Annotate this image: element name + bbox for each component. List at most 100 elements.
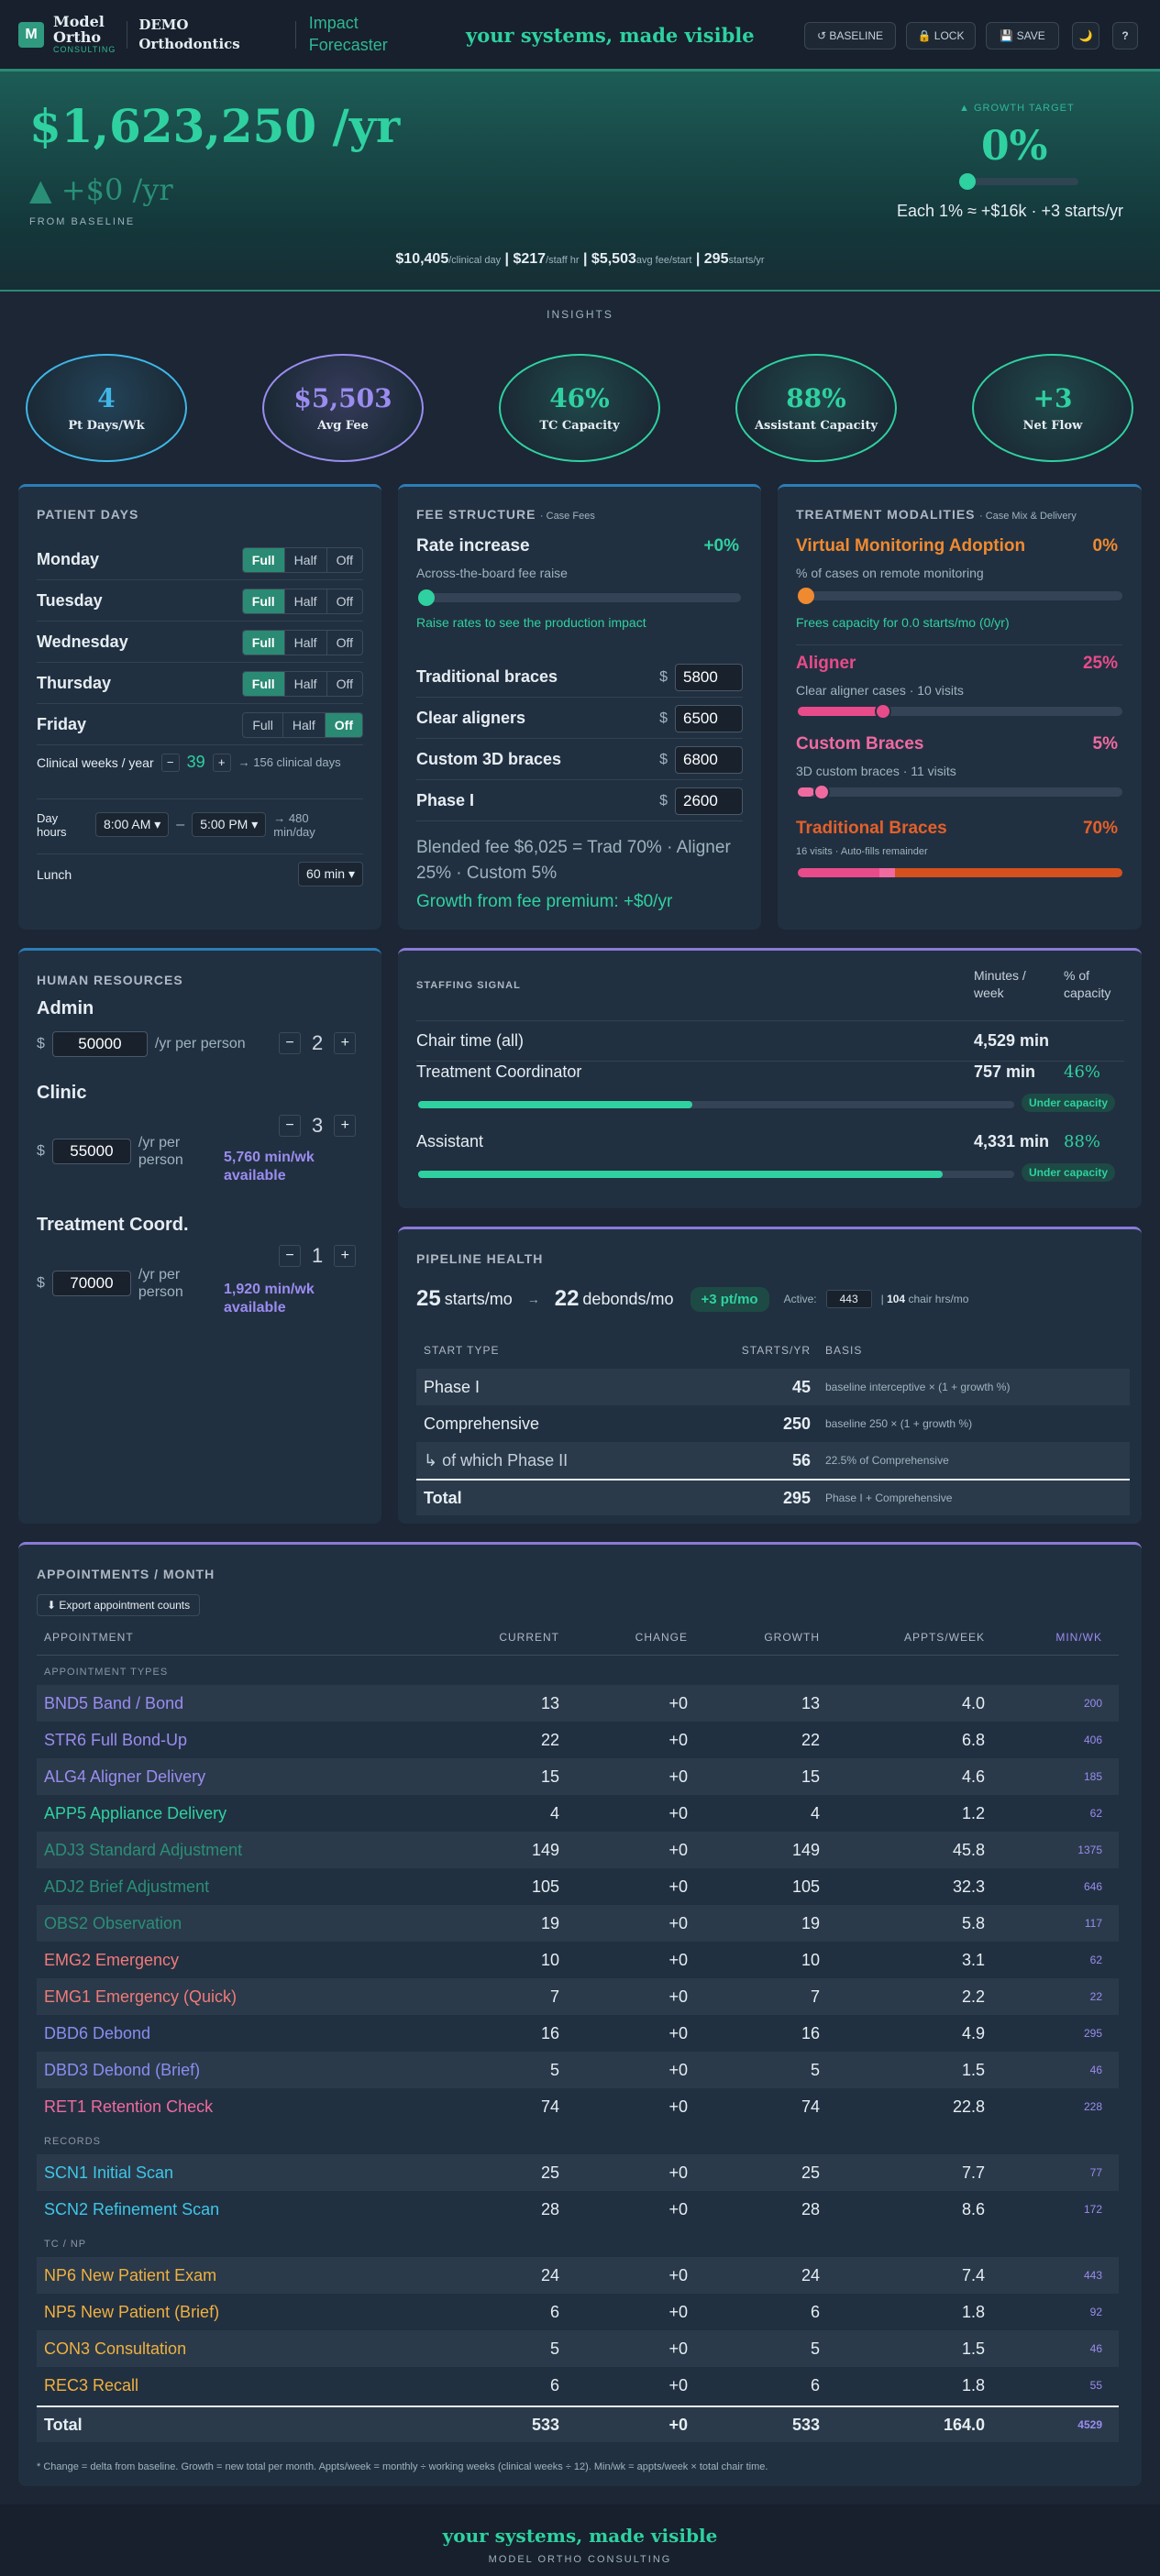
fee-input[interactable]: 5800 [675, 663, 743, 691]
lunch-row: Lunch 60 min ▾ [37, 853, 363, 894]
day-mode-full[interactable]: Full [242, 671, 284, 696]
lunch-select[interactable]: 60 min ▾ [298, 862, 363, 886]
change-count: +0 [668, 2023, 688, 2042]
appts-per-week: 7.7 [961, 2163, 985, 2182]
current-count: 149 [531, 1840, 559, 1859]
day-mode-full[interactable]: Full [242, 547, 284, 572]
current-count: 19 [540, 1913, 559, 1932]
day-mode-full[interactable]: Full [252, 717, 273, 732]
active-input[interactable]: 443 [825, 1290, 872, 1308]
rate-slider[interactable] [418, 589, 741, 606]
hours-note: → 480 min/day [273, 810, 315, 839]
lock-button[interactable]: 🔒 LOCK [906, 22, 976, 50]
kpi-circle: 46% TC Capacity [499, 354, 660, 462]
day-mode-half[interactable]: Half [283, 589, 326, 613]
growth-target-slider[interactable] [959, 173, 1078, 190]
increment-button[interactable]: + [212, 753, 231, 772]
day-mode-off[interactable]: Off [324, 712, 362, 737]
traditional-braces-subtitle: 16 visits · Auto-fills remainder [796, 846, 928, 857]
debonds-value: 22 [554, 1286, 580, 1311]
slider-handle[interactable] [798, 588, 814, 604]
current-count: 10 [540, 1950, 559, 1969]
decrement-button[interactable]: − [279, 1245, 301, 1267]
decrement-button[interactable]: − [160, 753, 180, 772]
increment-button[interactable]: + [334, 1115, 357, 1137]
growth-count: 5 [810, 2339, 820, 2358]
clinic-salary-input[interactable]: 55000 [51, 1139, 131, 1165]
help-button[interactable]: ? [1112, 22, 1138, 50]
custom-braces-slider[interactable] [798, 784, 1122, 800]
fee-row: Custom 3D braces $6800 [416, 740, 743, 780]
kpi-label: Net Flow [1022, 419, 1083, 433]
increment-button[interactable]: + [334, 1032, 357, 1054]
appts-per-week: 1.2 [961, 1803, 985, 1822]
clinical-days-note: → 156 clinical days [238, 755, 341, 769]
day-mode-full[interactable]: Full [242, 589, 284, 613]
custom-braces-label: Custom Braces [796, 734, 924, 754]
slider-handle[interactable] [875, 703, 891, 720]
day-mode-off[interactable]: Off [326, 589, 362, 613]
theme-toggle-icon[interactable]: 🌙 [1072, 22, 1099, 50]
fee-input[interactable]: 2600 [675, 787, 743, 815]
currency-symbol: $ [659, 668, 668, 685]
starts-value: 25 [416, 1286, 441, 1311]
day-mode-full[interactable]: Full [242, 630, 284, 655]
fee-input-group: $6500 [659, 704, 743, 732]
day-mode-half[interactable]: Half [283, 671, 326, 696]
start-time-select[interactable]: 8:00 AM ▾ [95, 812, 170, 837]
decrement-button[interactable]: − [279, 1115, 301, 1137]
export-button[interactable]: ⬇ Export appointment counts [37, 1594, 201, 1616]
clinical-weeks-row: Clinical weeks / year − 39 + → 156 clini… [37, 753, 363, 772]
from-baseline-label: FROM BASELINE [29, 216, 136, 227]
day-mode-half[interactable]: Half [283, 547, 326, 572]
custom-braces-subtitle: 3D custom braces · 11 visits [796, 764, 956, 778]
baseline-button[interactable]: ↺ BASELINE [804, 22, 896, 50]
day-mode-off[interactable]: Off [326, 630, 362, 655]
footnote: * Change = delta from baseline. Growth =… [37, 2461, 768, 2472]
slider-handle[interactable] [418, 589, 435, 606]
minutes-per-week: 62 [1089, 1807, 1102, 1820]
tagline: your systems, made visible [466, 24, 755, 47]
kpi-circle: +3 Net Flow [972, 354, 1133, 462]
app-line-2: Forecaster [308, 35, 388, 54]
end-time-select[interactable]: 5:00 PM ▾ [192, 812, 267, 837]
day-mode-toggle: Full Half Off [241, 588, 363, 614]
fee-input[interactable]: 6800 [675, 745, 743, 774]
day-row: Tuesday Full Half Off [37, 581, 363, 622]
aligner-slider[interactable] [798, 703, 1122, 720]
start-type: Total [424, 1488, 462, 1507]
day-mode-off[interactable]: Off [326, 671, 362, 696]
appts-per-week: 4.6 [961, 1767, 985, 1786]
increment-button[interactable]: + [334, 1245, 357, 1267]
card-title: HUMAN RESOURCES [37, 973, 183, 987]
appointment-name: ALG4 Aligner Delivery [44, 1767, 206, 1786]
appts-per-week: 164.0 [943, 2415, 985, 2434]
vm-slider[interactable] [798, 588, 1122, 604]
stat-starts: 295 [703, 251, 729, 267]
current-count: 5 [549, 2339, 559, 2358]
slider-handle[interactable] [812, 784, 830, 800]
slider-handle[interactable] [959, 173, 976, 190]
start-type: ↳ of which Phase II [424, 1450, 569, 1470]
chair-time-label: Chair time (all) [416, 1031, 525, 1050]
basis: baseline 250 × (1 + growth %) [825, 1417, 973, 1430]
current-count: 16 [540, 2023, 559, 2042]
pipeline-health-card: PIPELINE HEALTH 25 starts/mo → 22 debond… [398, 1227, 1142, 1524]
growth-count: 6 [810, 2302, 820, 2321]
decrement-button[interactable]: − [279, 1032, 301, 1054]
clinical-weeks-value[interactable]: 39 [186, 753, 205, 771]
admin-salary-input[interactable]: 50000 [51, 1031, 148, 1057]
fee-input[interactable]: 6500 [675, 704, 743, 732]
pipeline-total-row: Total 295 Phase I + Comprehensive [416, 1479, 1130, 1515]
day-mode-off[interactable]: Off [326, 547, 362, 572]
admin-count-stepper: − 2 + [279, 1031, 357, 1055]
tc-salary-input[interactable]: 70000 [51, 1271, 131, 1297]
day-mode-half[interactable]: Half [282, 712, 325, 737]
change-count: +0 [668, 2302, 688, 2321]
current-count: 15 [540, 1767, 559, 1786]
table-row: OBS2 Observation 19 +0 19 5.8 117 [37, 1905, 1119, 1942]
change-count: +0 [668, 2415, 688, 2434]
day-mode-half[interactable]: Half [283, 630, 326, 655]
change-count: +0 [668, 1803, 688, 1822]
save-button[interactable]: 💾 SAVE [986, 22, 1059, 50]
